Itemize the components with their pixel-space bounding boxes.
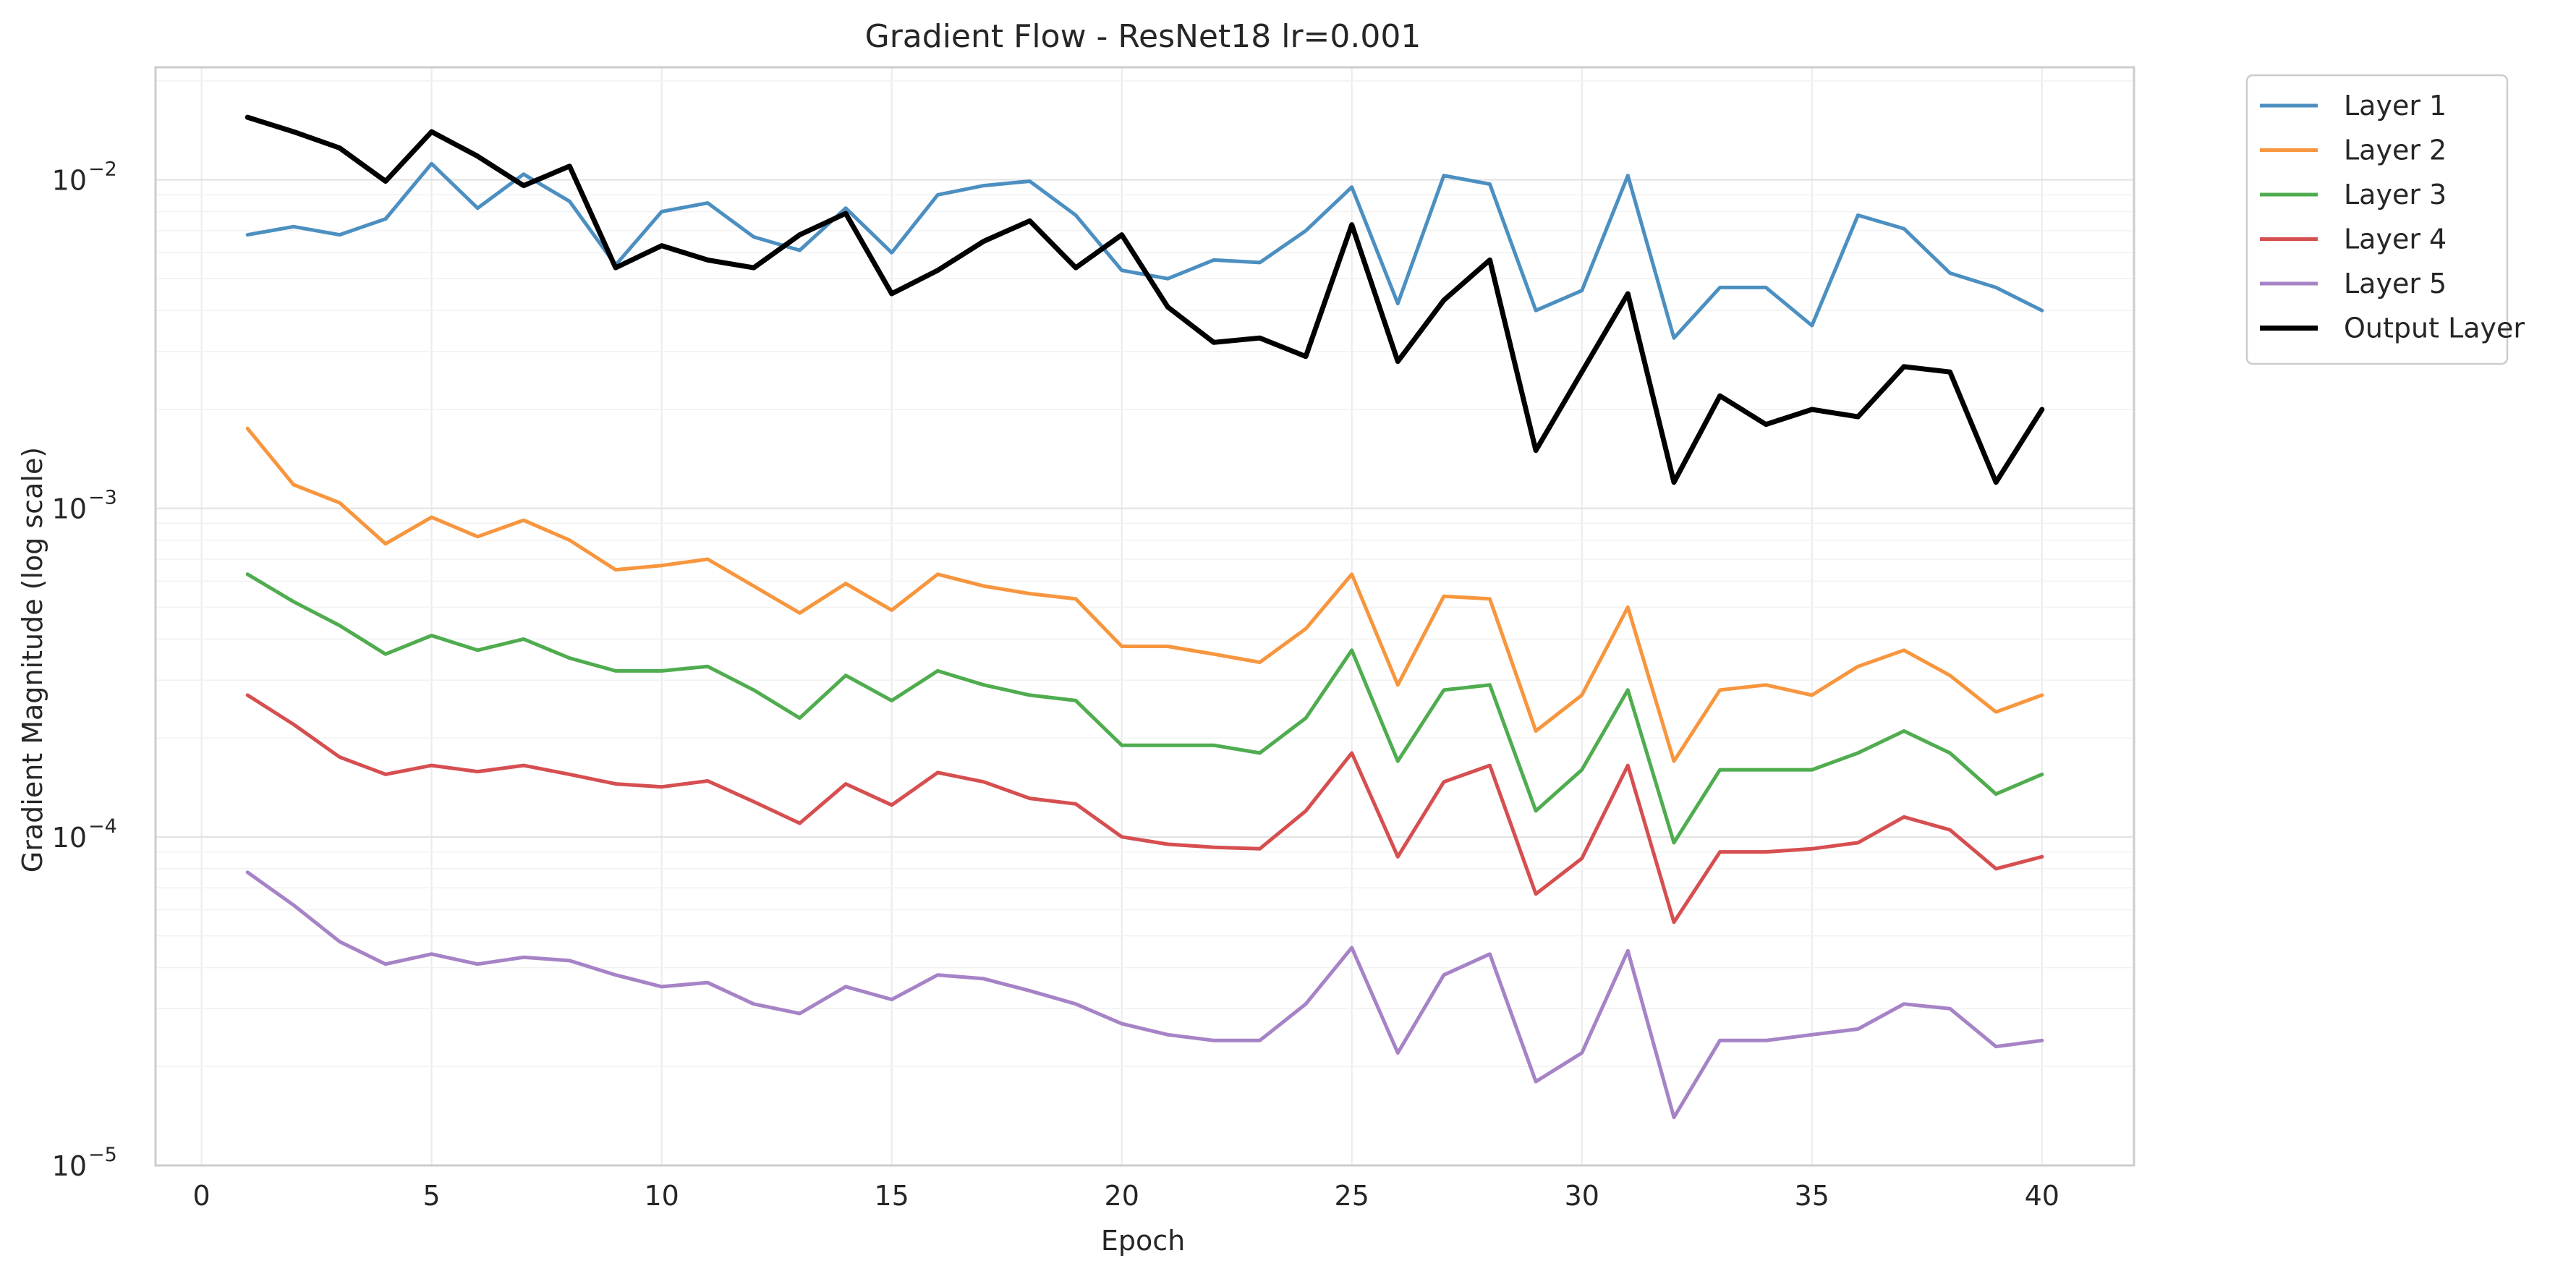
legend-item: Layer 5: [2260, 268, 2447, 299]
y-tick-exponent: −5: [88, 1144, 117, 1166]
x-tick-label: 35: [1795, 1180, 1829, 1212]
series-line-layer-2: [245, 426, 2044, 763]
y-axis-title: Gradient Magnitude (log scale): [17, 447, 48, 872]
legend-label: Layer 3: [2344, 179, 2447, 211]
legend-item: Layer 1: [2260, 90, 2447, 122]
legend-label: Layer 4: [2344, 224, 2447, 255]
y-tick-label: 10 −3: [52, 487, 117, 525]
y-tick-label: 10 −2: [52, 158, 117, 197]
plot-background: [156, 67, 2134, 1165]
legend-item: Output Layer: [2260, 313, 2525, 344]
series-line-layer-5: [245, 870, 2044, 1120]
x-tick-label: 0: [193, 1180, 211, 1212]
x-tick-label: 15: [874, 1180, 909, 1212]
legend-label: Output Layer: [2344, 313, 2525, 344]
series-line-output-layer: [245, 114, 2045, 485]
y-tick-base: 10: [52, 493, 87, 525]
legend-label: Layer 2: [2344, 135, 2447, 166]
x-tick-label: 20: [1105, 1180, 1139, 1212]
legend-item: Layer 2: [2260, 135, 2447, 166]
chart-title: Gradient Flow - ResNet18 lr=0.001: [865, 18, 1421, 55]
y-tick-label: 10 −5: [52, 1144, 117, 1182]
y-axis-ticks: 10−510−410−310−2: [52, 158, 117, 1182]
x-axis-title: Epoch: [1101, 1225, 1185, 1257]
x-tick-label: 5: [423, 1180, 441, 1212]
series-line-layer-4: [245, 693, 2044, 925]
legend: Layer 1 Layer 2 Layer 3 Layer 4 Layer 5 Outpu…: [2245, 74, 2525, 365]
x-tick-label: 40: [2025, 1180, 2059, 1212]
legend-label: Layer 5: [2344, 268, 2447, 299]
series-line-layer-3: [245, 572, 2044, 845]
y-tick-exponent: −4: [88, 815, 117, 838]
legend-frame: [2245, 74, 2509, 365]
y-tick-exponent: −2: [88, 158, 117, 181]
legend-item: Layer 3: [2260, 179, 2447, 211]
y-tick-label: 10 −4: [52, 815, 117, 854]
x-tick-label: 30: [1565, 1180, 1599, 1212]
y-tick-base: 10: [52, 1150, 87, 1182]
plot-area: [154, 66, 2135, 1167]
x-tick-label: 10: [644, 1180, 679, 1212]
y-tick-base: 10: [52, 165, 87, 197]
legend-label: Layer 1: [2344, 90, 2447, 122]
y-tick-base: 10: [52, 822, 87, 854]
plot-frame: [154, 66, 2135, 1167]
series-lines: [245, 114, 2045, 1120]
x-tick-label: 25: [1335, 1180, 1369, 1212]
x-axis-ticks: 0 5 10 15 20 25 30 35 40: [193, 1180, 2059, 1212]
legend-item: Layer 4: [2260, 224, 2447, 255]
y-tick-exponent: −3: [88, 487, 117, 509]
